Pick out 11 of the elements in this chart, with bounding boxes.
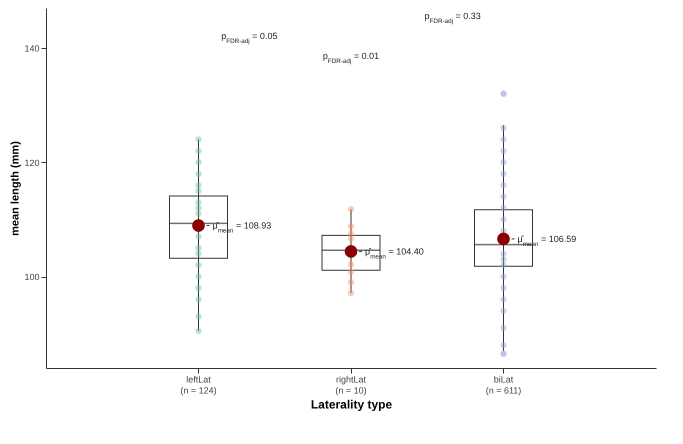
annotation: p$_{FDR-adj}$ = 0.33 [424, 11, 481, 24]
y-axis-title: mean length (mm) [9, 140, 22, 236]
annotation: p$_{FDR-adj}$ = 0.01 [322, 51, 380, 64]
x-axis-title: Laterality type [310, 398, 392, 412]
y-tick-label: 100 [24, 272, 40, 282]
x-tick-label: rightLat (n = 10) [335, 374, 367, 396]
x-tick-label: biLat (n = 611) [486, 374, 522, 396]
y-tick-label: 140 [24, 44, 40, 54]
annotation: p$_{FDR-adj}$ = 0.05 [221, 31, 278, 44]
x-tick-label: leftLat (n = 124) [180, 374, 217, 396]
y-tick-label: 120 [24, 158, 40, 168]
